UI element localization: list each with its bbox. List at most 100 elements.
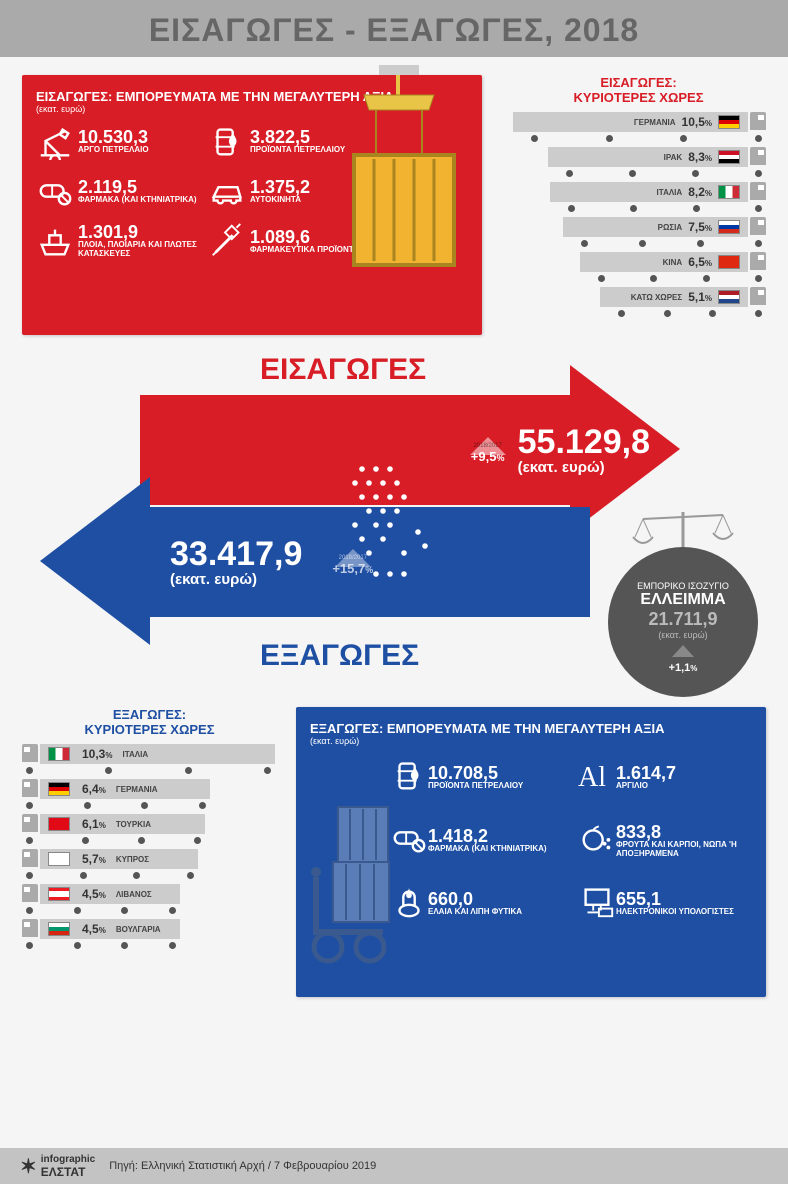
country-name: ΙΡΑΚ [664,153,683,162]
ship-icon [36,222,74,260]
oil-barrel-icon [208,122,246,160]
top-panels: ΕΙΣΑΓΩΓΕΣ: ΕΜΠΟΡΕΥΜΑΤΑ ΜΕ ΤΗΝ ΜΕΓΑΛΥΤΕΡΗ… [0,57,788,347]
country-name: ΒΟΥΛΓΑΡΙΑ [116,925,161,934]
flag-bg-icon [48,922,70,936]
country-row: 6,1% ΤΟΥΡΚΙΑ [22,814,277,842]
country-row: ΚΙΝΑ 6,5% [511,252,766,280]
exports-value: 33.417,9 [170,537,302,571]
exports-goods-panel: ΕΞΑΓΩΓΕΣ: ΕΜΠΟΡΕΥΜΑΤΑ ΜΕ ΤΗΝ ΜΕΓΑΛΥΤΕΡΗ … [296,707,766,997]
footer-source: Πηγή: Ελληνική Στατιστική Αρχή / 7 Φεβρο… [109,1160,376,1172]
country-pct: 7,5% [688,220,712,234]
goods-item: 10.530,3ΑΡΓΟ ΠΕΤΡΕΛΑΙΟ [78,128,208,155]
title-bar: ΕΙΣΑΓΩΓΕΣ - ΕΞΑΓΩΓΕΣ, 2018 [0,0,788,57]
country-name: ΓΕΡΜΑΝΙΑ [116,785,158,794]
footer-logo: ✶ infographic ΕΛΣΤΑΤ [20,1154,95,1179]
country-row: 4,5% ΒΟΥΛΓΑΡΙΑ [22,919,277,947]
country-name: ΤΟΥΡΚΙΑ [116,820,151,829]
country-pct: 6,5% [688,255,712,269]
goods-item: 1.614,7ΑΡΓΙΛΙΟ [616,764,766,791]
country-pct: 6,1% [82,817,106,831]
country-name: ΓΕΡΜΑΝΙΑ [634,118,676,127]
oil-drop-icon [390,882,428,925]
crane-container-icon [334,65,464,315]
bottom-panels: ΕΞΑΓΩΓΕΣ: ΚΥΡΙΟΤΕΡΕΣ ΧΩΡΕΣ 10,3% ΙΤΑΛΙΑ 6,… [0,707,788,1067]
computer-icon [578,882,616,925]
exports-caption: ΕΞΑΓΩΓΕΣ [260,639,419,673]
exports-countries-title-l2: ΚΥΡΙΟΤΕΡΕΣ ΧΩΡΕΣ [22,722,277,737]
country-row: 10,3% ΙΤΑΛΙΑ [22,744,277,772]
imports-change-badge: 2018/2017 +9,5% [470,437,506,464]
exports-goods-subtitle: (εκατ. ευρώ) [310,736,752,746]
deficit-triangle-icon [672,645,694,657]
goods-item: 1.301,9ΠΛΟΙΑ, ΠΛΟΙΑΡΙΑ ΚΑΙ ΠΛΩΤΕΣ ΚΑΤΑΣΚ… [78,223,208,259]
goods-item: 833,8ΦΡΟΥΤΑ ΚΑΙ ΚΑΡΠΟΙ, ΝΩΠΑ 'Η ΑΠΟΞΗΡΑΜ… [616,823,766,859]
oil-pump-icon [36,122,74,160]
car-icon [208,172,246,210]
country-name: ΚΑΤΩ ΧΩΡΕΣ [631,293,683,302]
aluminium-icon: Al [578,762,616,794]
country-row: 6,4% ΓΕΡΜΑΝΙΑ [22,779,277,807]
greece-map-icon [320,455,460,595]
country-name: ΚΥΠΡΟΣ [116,855,149,864]
imports-countries-title-l1: ΕΙΣΑΓΩΓΕΣ: [511,75,766,90]
flag-de-icon [48,782,70,796]
flag-nl-icon [718,290,740,304]
exports-countries-panel: ΕΞΑΓΩΓΕΣ: ΚΥΡΙΟΤΕΡΕΣ ΧΩΡΕΣ 10,3% ΙΤΑΛΙΑ 6,… [22,707,277,947]
country-row: ΓΕΡΜΑΝΙΑ 10,5% [511,112,766,140]
exports-countries-title-l1: ΕΞΑΓΩΓΕΣ: [22,707,277,722]
imports-goods-panel: ΕΙΣΑΓΩΓΕΣ: ΕΜΠΟΡΕΥΜΑΤΑ ΜΕ ΤΗΝ ΜΕΓΑΛΥΤΕΡΗ… [22,75,482,335]
goods-item: 655,1ΗΛΕΚΤΡΟΝΙΚΟΙ ΥΠΟΛΟΓΙΣΤΕΣ [616,890,766,917]
country-row: ΚΑΤΩ ΧΩΡΕΣ 5,1% [511,287,766,315]
country-pct: 4,5% [82,887,106,901]
imports-countries-panel: ΕΙΣΑΓΩΓΕΣ: ΚΥΡΙΟΤΕΡΕΣ ΧΩΡΕΣ ΓΕΡΜΑΝΙΑ 10,5… [511,75,766,315]
flag-tr-icon [48,817,70,831]
country-pct: 6,4% [82,782,106,796]
exports-unit: (εκατ. ευρώ) [170,571,302,588]
page-title: ΕΙΣΑΓΩΓΕΣ - ΕΞΑΓΩΓΕΣ, 2018 [0,12,788,49]
fruit-icon [578,819,616,862]
pills-icon [390,819,428,862]
country-row: 5,7% ΚΥΠΡΟΣ [22,849,277,877]
country-pct: 4,5% [82,922,106,936]
flag-cy-icon [48,852,70,866]
country-row: ΙΤΑΛΙΑ 8,2% [511,182,766,210]
country-pct: 8,3% [688,150,712,164]
country-row: ΡΩΣΙΑ 7,5% [511,217,766,245]
flag-cn-icon [718,255,740,269]
flag-iq-icon [718,150,740,164]
goods-item: 10.708,5ΠΡΟΪΟΝΤΑ ΠΕΤΡΕΛΑΙΟΥ [428,764,578,791]
goods-item: 1.418,2ΦΑΡΜΑΚΑ (ΚΑΙ ΚΤΗΝΙΑΤΡΙΚΑ) [428,827,578,854]
flag-lb-icon [48,887,70,901]
country-name: ΛΙΒΑΝΟΣ [116,890,152,899]
country-name: ΡΩΣΙΑ [658,223,683,232]
flag-ru-icon [718,220,740,234]
country-pct: 5,1% [688,290,712,304]
flag-de-icon [718,115,740,129]
imports-arrow: 2018/2017 +9,5% 55.129,8 (εκατ. ευρώ) [140,357,680,527]
footer: ✶ infographic ΕΛΣΤΑΤ Πηγή: Ελληνική Στατ… [0,1148,788,1184]
goods-item: 660,0ΕΛΑΙΑ ΚΑΙ ΛΙΠΗ ΦΥΤΙΚΑ [428,890,578,917]
imports-unit: (εκατ. ευρώ) [518,459,650,476]
exports-goods-title: ΕΞΑΓΩΓΕΣ: ΕΜΠΟΡΕΥΜΑΤΑ ΜΕ ΤΗΝ ΜΕΓΑΛΥΤΕΡΗ … [310,721,752,736]
compass-icon: ✶ [20,1154,37,1179]
country-pct: 8,2% [688,185,712,199]
imports-value: 55.129,8 [518,425,650,459]
deficit-circle: ΕΜΠΟΡΙΚΟ ΙΣΟΖΥΓΙΟ ΕΛΛΕΙΜΜΑ 21.711,9 (εκα… [608,547,758,697]
country-pct: 10,5% [682,115,712,129]
center-arrows: ΕΙΣΑΓΩΓΕΣ 2018/2017 +9,5% [0,347,788,707]
flag-it-icon [718,185,740,199]
country-row: 4,5% ΛΙΒΑΝΟΣ [22,884,277,912]
country-name: ΙΤΑΛΙΑ [657,188,683,197]
syringe-icon [208,222,246,260]
goods-item: 2.119,5ΦΑΡΜΑΚΑ (ΚΑΙ ΚΤΗΝΙΑΤΡΙΚΑ) [78,178,208,205]
imports-countries-title-l2: ΚΥΡΙΟΤΕΡΕΣ ΧΩΡΕΣ [511,90,766,105]
country-name: ΙΤΑΛΙΑ [122,750,148,759]
oil-barrel-icon [390,756,428,799]
trolley-icon [308,797,393,977]
country-pct: 5,7% [82,852,106,866]
country-row: ΙΡΑΚ 8,3% [511,147,766,175]
flag-it-icon [48,747,70,761]
country-name: ΚΙΝΑ [663,258,683,267]
country-pct: 10,3% [82,747,112,761]
pills-icon [36,172,74,210]
